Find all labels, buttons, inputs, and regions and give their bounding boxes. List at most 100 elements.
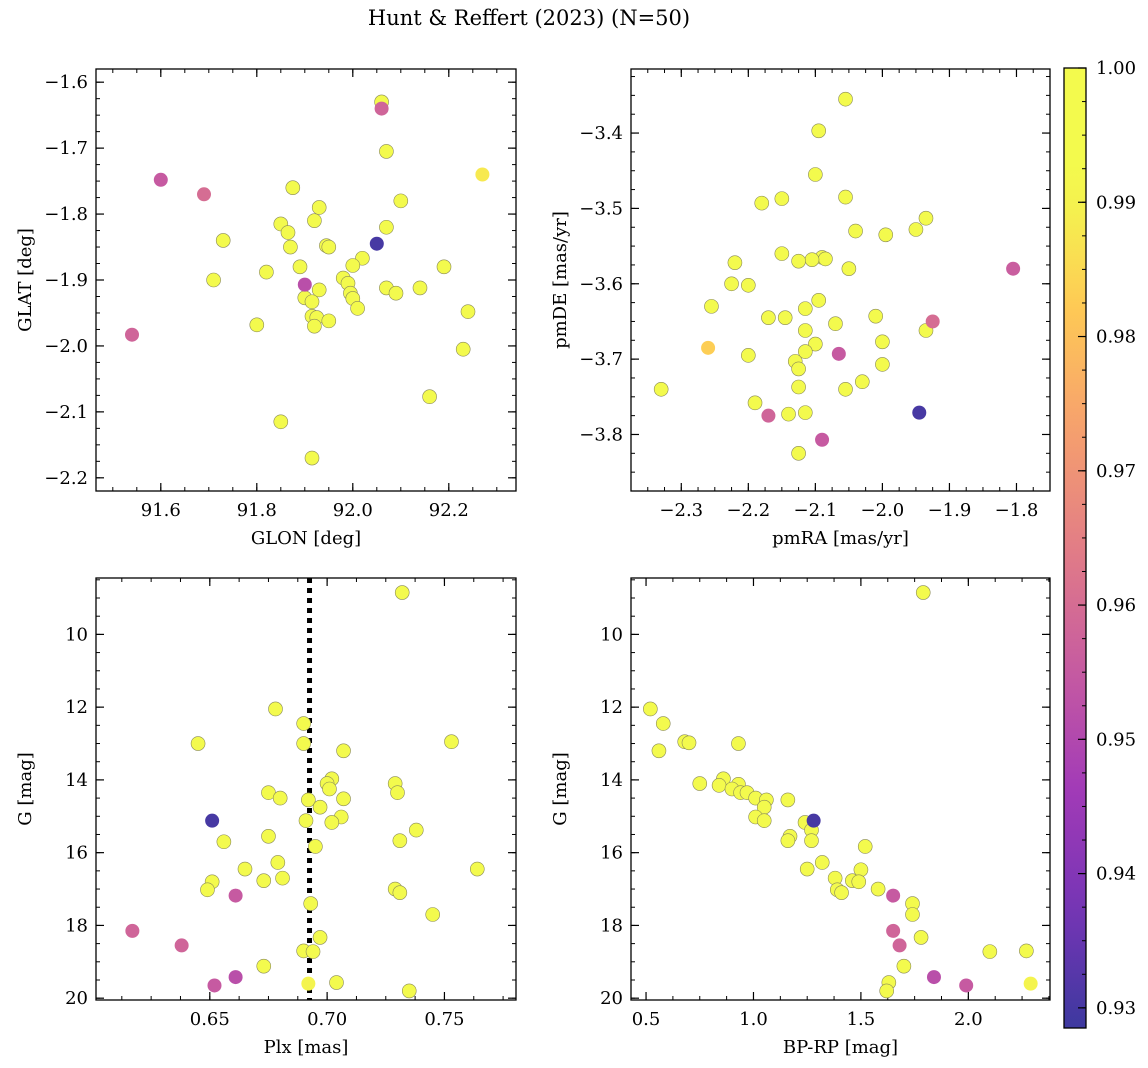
data-point: [838, 91, 853, 107]
y-tick-label: −1.8: [44, 204, 88, 225]
minor-ticks: [631, 578, 1050, 1000]
data-point: [215, 233, 231, 248]
data-point: [324, 815, 340, 830]
colorbar-tick-label: 0.93: [1096, 998, 1136, 1019]
x-axis-label: BP-RP [mag]: [783, 1037, 898, 1058]
data-point: [297, 277, 312, 292]
data-point: [886, 923, 901, 938]
x-tick-label: 1.5: [847, 1009, 876, 1030]
data-point: [205, 813, 220, 828]
data-point: [268, 701, 283, 717]
x-tick-label: −2.3: [659, 500, 703, 521]
colorbar-tick-label: 0.99: [1096, 192, 1136, 213]
y-axis-label: GLAT [deg]: [15, 228, 36, 332]
data-point: [197, 187, 211, 202]
y-axis-label: G [mag]: [15, 752, 36, 825]
panel-3: 0.65 0.70 0.75 10 12 14 16 18 20 Plx [mas] G [mag]: [15, 577, 517, 1058]
colorbar-tick-label: 0.94: [1096, 864, 1136, 885]
data-point: [804, 833, 819, 848]
plot-frame: [95, 577, 517, 1001]
x-tick-label: −2.2: [726, 500, 770, 521]
x-tick-label: 0.5: [632, 1009, 661, 1030]
colorbar-tick-label: 0.96: [1096, 595, 1136, 616]
data-point: [307, 318, 322, 334]
data-point: [292, 259, 308, 275]
data-point: [651, 743, 667, 759]
data-point: [228, 888, 243, 903]
x-tick-label: 91.6: [141, 500, 181, 521]
data-point: [747, 395, 763, 411]
data-point: [392, 885, 408, 900]
x-tick-label: −2.1: [794, 500, 838, 521]
y-tick-label: −3.7: [579, 349, 623, 370]
y-tick-label: 12: [600, 697, 623, 718]
data-point: [799, 861, 815, 877]
data-point: [270, 855, 286, 870]
data-point: [153, 172, 168, 187]
data-point: [475, 167, 490, 182]
data-point: [312, 799, 328, 815]
colorbar-tick-label: 0.97: [1096, 461, 1136, 482]
data-point: [875, 334, 890, 350]
data-point: [804, 252, 820, 267]
data-point: [272, 790, 288, 806]
data-point: [818, 251, 833, 267]
figure-title: Hunt & Reffert (2023) (N=50): [367, 6, 691, 30]
colorbar: 0.93 0.94 0.95 0.96 0.97 0.98 0.99 1.00: [1063, 58, 1136, 1029]
y-tick-label: 20: [65, 988, 88, 1009]
data-point: [838, 189, 853, 205]
data-point: [216, 834, 232, 850]
data-point: [350, 301, 365, 316]
data-point: [303, 896, 318, 911]
data-point: [390, 785, 405, 800]
data-point: [256, 873, 272, 888]
data-point: [322, 781, 337, 797]
data-point: [791, 253, 806, 269]
data-point: [460, 304, 476, 319]
colorbar-tick-label: 1.00: [1096, 58, 1136, 79]
y-axis-label: pmDE [mas/yr]: [550, 211, 571, 349]
data-point: [831, 346, 846, 361]
data-point: [761, 408, 776, 423]
data-point: [857, 839, 873, 854]
data-point: [848, 223, 863, 239]
y-tick-label: 14: [600, 770, 623, 791]
data-point: [336, 743, 351, 759]
data-point: [412, 280, 428, 296]
data-point: [815, 432, 830, 447]
data-point: [308, 839, 323, 854]
data-point: [304, 294, 320, 310]
data-point: [273, 414, 289, 430]
data-point: [296, 736, 311, 751]
data-point: [731, 736, 746, 751]
x-tick-label: −1.8: [995, 500, 1039, 521]
data-point: [329, 975, 344, 990]
data-point: [791, 446, 806, 461]
y-tick-label: −3.4: [579, 123, 623, 144]
data-point: [896, 958, 912, 974]
data-point: [207, 978, 222, 993]
data-point: [841, 261, 857, 276]
data-point: [307, 213, 322, 228]
data-point: [915, 585, 931, 600]
x-tick-label: 0.75: [424, 1009, 464, 1030]
data-point: [780, 833, 796, 848]
data-point: [1023, 976, 1038, 991]
data-point: [444, 734, 459, 750]
minor-ticks: [96, 578, 516, 1000]
data-point: [296, 716, 311, 731]
data-point: [791, 379, 806, 395]
y-tick-label: −3.5: [579, 198, 623, 219]
x-tick-label: 92.2: [429, 500, 469, 521]
data-point: [301, 792, 316, 808]
y-tick-label: −1.6: [44, 72, 88, 93]
y-tick-label: −3.6: [579, 274, 623, 295]
data-point: [828, 316, 843, 332]
plot-frame: [630, 577, 1051, 1001]
panel-1: 91.6 91.8 92.0 92.2 −1.6 −1.7 −1.8 −1.9 −2.0 −2.1…: [15, 68, 517, 549]
y-tick-label: 10: [65, 624, 88, 645]
x-tick-label: 0.65: [190, 1009, 230, 1030]
data-point: [838, 381, 853, 397]
data-point: [754, 195, 770, 211]
